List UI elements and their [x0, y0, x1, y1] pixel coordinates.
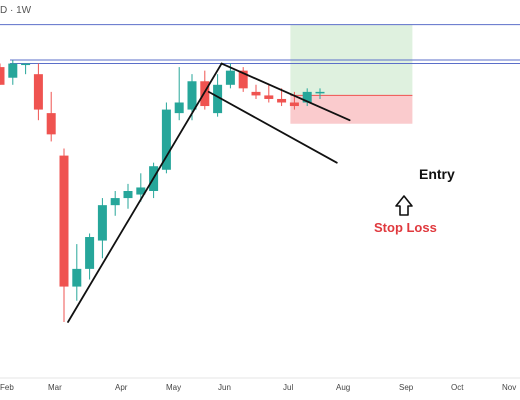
x-tick-label: Feb [0, 383, 14, 392]
zones-layer [290, 24, 413, 124]
candle [174, 67, 184, 121]
candle [277, 88, 287, 107]
candle [302, 88, 312, 107]
candle-body [302, 91, 312, 103]
candle [110, 191, 120, 216]
x-tick-label: Aug [336, 383, 350, 392]
candle-body [110, 198, 120, 206]
candle-body [277, 98, 287, 103]
x-tick-label: May [166, 383, 181, 392]
candle-body [33, 74, 43, 110]
candle [123, 183, 133, 209]
trendlines-layer [67, 62, 351, 323]
x-tick-label: Jul [283, 383, 293, 392]
trendline [220, 62, 351, 122]
candle-body [136, 187, 146, 195]
candle-body [0, 67, 5, 85]
candle-body [225, 70, 235, 85]
up-arrow-icon [395, 195, 413, 216]
candles-layer [0, 60, 325, 322]
candle-body [251, 91, 261, 96]
candle-body [21, 63, 31, 66]
candle-body [97, 205, 107, 241]
stop-loss-label: Stop Loss [374, 220, 437, 235]
x-tick-label: Apr [115, 383, 128, 392]
candle [21, 63, 31, 75]
x-axis: Feb Mar Apr May Jun Jul Aug Sep Oct Nov [0, 377, 520, 392]
candle [136, 173, 146, 202]
candle-body [46, 113, 56, 135]
candle [161, 102, 171, 174]
candle-body [72, 268, 82, 287]
trendline [67, 62, 223, 323]
candle-body [200, 81, 210, 107]
candle-body [289, 102, 299, 107]
candle [238, 67, 248, 92]
candle-body [59, 155, 69, 287]
candle [0, 63, 5, 85]
candle [213, 74, 223, 117]
candle-body [213, 84, 223, 114]
candle-body [161, 109, 171, 170]
candle [315, 88, 325, 99]
candle-body [315, 91, 325, 94]
x-tick-label: Oct [451, 383, 464, 392]
candle [97, 198, 107, 259]
candle [264, 84, 274, 103]
x-tick-label: Nov [502, 383, 516, 392]
candle-body [174, 102, 184, 114]
candle [149, 162, 159, 199]
candle-body [85, 237, 95, 269]
candle-body [123, 191, 133, 199]
horizontal-lines-layer [0, 24, 520, 65]
candle-body [187, 81, 197, 110]
candle [251, 84, 261, 99]
candle-body [264, 95, 274, 99]
candle [33, 63, 43, 121]
x-tick-label: Mar [48, 383, 62, 392]
candle-body [238, 70, 248, 89]
up-arrow-shape [395, 195, 413, 216]
trendline [207, 90, 338, 164]
candle [72, 244, 82, 301]
candle [46, 91, 56, 142]
candle [8, 60, 18, 85]
candle [59, 148, 69, 322]
symbol-interval-label: D · 1W [0, 5, 32, 16]
x-tick-label: Sep [399, 383, 414, 392]
candle [85, 233, 95, 280]
x-tick-label: Jun [218, 383, 231, 392]
candle-body [8, 63, 18, 78]
entry-label: Entry [419, 166, 455, 182]
